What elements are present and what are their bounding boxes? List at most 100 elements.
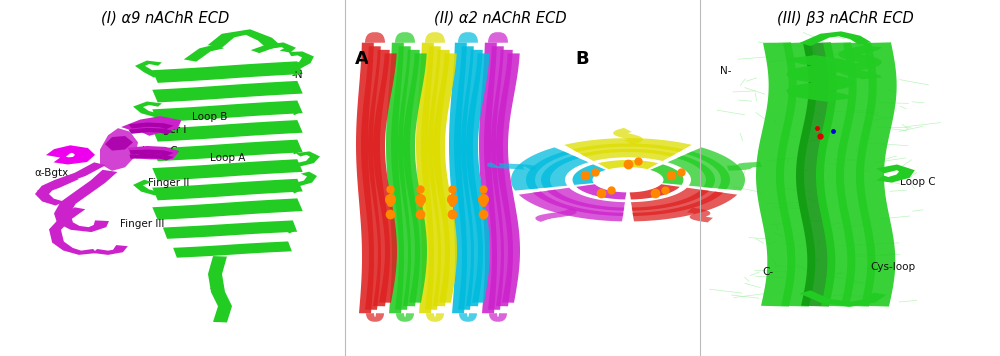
Polygon shape <box>496 53 520 303</box>
Text: α-Bgtx: α-Bgtx <box>34 168 68 178</box>
Polygon shape <box>59 220 109 232</box>
Polygon shape <box>396 313 414 322</box>
Polygon shape <box>428 50 450 306</box>
Polygon shape <box>526 152 579 189</box>
Polygon shape <box>356 43 374 313</box>
Polygon shape <box>105 136 133 151</box>
Polygon shape <box>289 52 314 69</box>
Polygon shape <box>632 192 737 221</box>
Polygon shape <box>487 162 536 170</box>
Polygon shape <box>836 42 877 307</box>
Polygon shape <box>489 313 507 322</box>
Polygon shape <box>727 162 762 171</box>
Polygon shape <box>361 46 381 310</box>
Polygon shape <box>133 101 162 117</box>
Polygon shape <box>631 188 709 211</box>
Polygon shape <box>129 150 174 156</box>
Polygon shape <box>511 147 570 190</box>
Text: (II) α2 nAChR ECD: (II) α2 nAChR ECD <box>434 11 566 26</box>
Polygon shape <box>598 160 658 169</box>
Polygon shape <box>572 143 684 157</box>
Polygon shape <box>152 81 303 103</box>
Text: Loop C: Loop C <box>900 177 936 187</box>
Polygon shape <box>54 170 117 223</box>
Polygon shape <box>433 53 457 303</box>
Polygon shape <box>667 156 715 188</box>
Polygon shape <box>386 43 404 313</box>
Polygon shape <box>776 42 817 307</box>
Polygon shape <box>632 190 723 216</box>
Polygon shape <box>488 32 508 43</box>
Polygon shape <box>128 128 174 135</box>
Polygon shape <box>650 164 683 185</box>
Polygon shape <box>856 42 897 307</box>
Polygon shape <box>366 313 384 322</box>
Polygon shape <box>573 164 606 185</box>
Polygon shape <box>519 192 624 221</box>
Polygon shape <box>152 120 303 142</box>
Text: (III) β3 nAChR ECD: (III) β3 nAChR ECD <box>777 11 913 26</box>
Text: Loop A: Loop A <box>210 153 245 163</box>
Polygon shape <box>129 154 174 161</box>
Polygon shape <box>686 147 745 190</box>
Text: A: A <box>355 50 369 68</box>
Polygon shape <box>576 184 626 199</box>
Polygon shape <box>208 29 282 49</box>
Polygon shape <box>152 198 303 220</box>
Polygon shape <box>152 61 303 83</box>
Polygon shape <box>458 32 478 43</box>
Polygon shape <box>449 43 467 313</box>
Polygon shape <box>35 162 106 205</box>
Polygon shape <box>425 32 445 43</box>
Polygon shape <box>800 31 871 46</box>
Text: Finger II: Finger II <box>148 178 189 188</box>
Text: Loop B: Loop B <box>192 112 227 122</box>
Text: Finger III: Finger III <box>120 219 164 229</box>
Polygon shape <box>152 140 303 161</box>
Polygon shape <box>816 42 857 307</box>
Text: -N: -N <box>292 70 304 80</box>
Polygon shape <box>677 152 730 189</box>
Polygon shape <box>121 116 181 136</box>
Polygon shape <box>541 156 589 188</box>
Polygon shape <box>398 50 420 306</box>
Polygon shape <box>152 159 303 181</box>
Polygon shape <box>93 245 128 255</box>
Polygon shape <box>184 44 224 62</box>
Polygon shape <box>876 164 915 183</box>
Polygon shape <box>292 151 320 167</box>
Polygon shape <box>395 32 415 43</box>
Polygon shape <box>479 43 497 313</box>
Polygon shape <box>373 53 397 303</box>
Polygon shape <box>800 290 886 307</box>
Polygon shape <box>133 180 161 195</box>
Polygon shape <box>173 241 292 258</box>
Polygon shape <box>613 128 643 145</box>
Polygon shape <box>421 46 441 310</box>
Polygon shape <box>491 50 513 306</box>
Polygon shape <box>756 42 797 307</box>
Polygon shape <box>135 61 162 78</box>
Polygon shape <box>564 138 692 152</box>
Polygon shape <box>547 188 625 211</box>
Polygon shape <box>796 42 837 307</box>
Polygon shape <box>100 128 138 171</box>
Polygon shape <box>466 53 490 303</box>
Polygon shape <box>461 50 483 306</box>
Polygon shape <box>403 53 427 303</box>
Polygon shape <box>426 313 444 322</box>
Text: N-: N- <box>720 66 732 76</box>
Text: (I) α9 nAChR ECD: (I) α9 nAChR ECD <box>101 11 229 26</box>
Polygon shape <box>416 43 434 313</box>
Polygon shape <box>128 122 174 129</box>
Polygon shape <box>46 145 95 164</box>
Text: Loop C: Loop C <box>142 146 178 156</box>
Polygon shape <box>163 220 297 239</box>
Polygon shape <box>454 46 474 310</box>
Polygon shape <box>687 208 713 222</box>
Polygon shape <box>368 50 390 306</box>
Polygon shape <box>49 207 97 255</box>
Polygon shape <box>152 100 303 122</box>
Polygon shape <box>533 190 624 216</box>
Polygon shape <box>838 45 882 79</box>
